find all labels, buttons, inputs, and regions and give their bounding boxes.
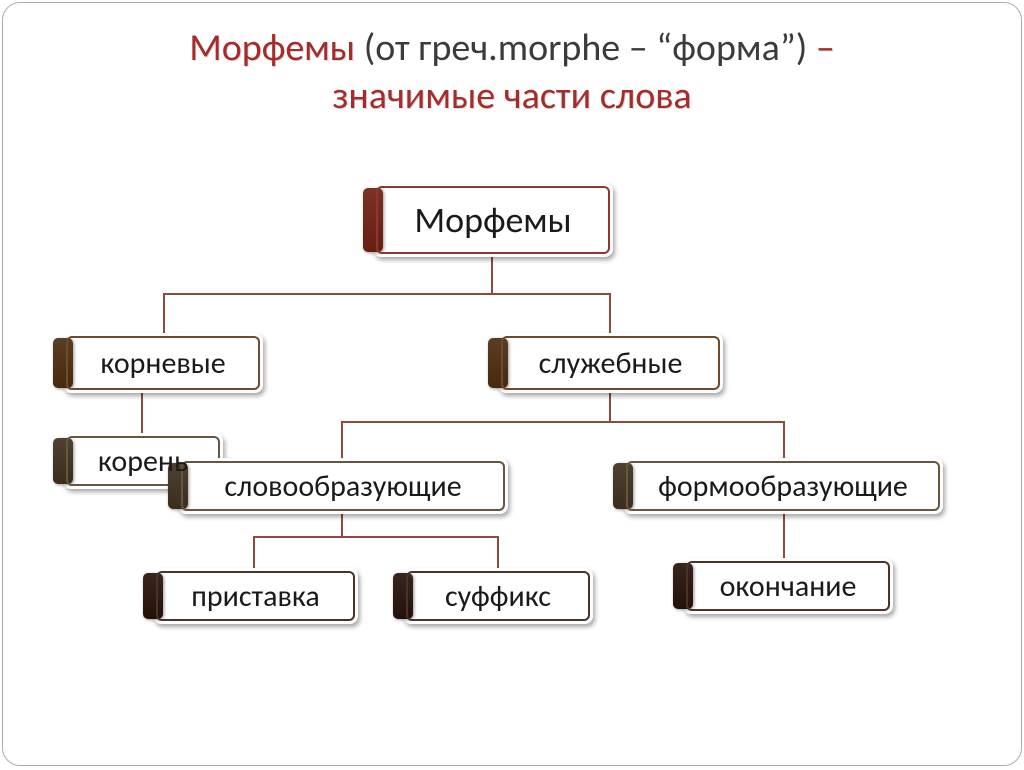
title-etymology: (от греч.morphe – “форма”) xyxy=(355,25,816,71)
node-label: Морфемы xyxy=(414,198,571,242)
slide-title: Морфемы (от греч.morphe – “форма”) – зна… xyxy=(3,25,1021,120)
node-n2: служебные xyxy=(498,333,723,393)
node-root: Морфемы xyxy=(373,183,613,257)
connector-line xyxy=(609,293,611,333)
node-n1: корневые xyxy=(63,333,263,393)
node-label: служебные xyxy=(539,345,683,382)
connector-line xyxy=(609,393,611,423)
connector-line xyxy=(341,421,785,423)
node-label: приставка xyxy=(191,578,319,615)
node-l_pri: приставка xyxy=(153,568,358,624)
title-keyword-1: Морфемы xyxy=(189,25,355,71)
connector-line xyxy=(783,514,785,558)
connector-line xyxy=(253,536,255,568)
node-n2a: словообразующие xyxy=(178,458,508,514)
title-line2: значимые части слова xyxy=(332,73,691,119)
connector-line xyxy=(491,257,493,295)
node-n2b: формообразующие xyxy=(623,458,943,514)
connector-line xyxy=(163,293,611,295)
node-l_suf: суффикс xyxy=(403,568,593,624)
node-label: корневые xyxy=(100,345,225,382)
connector-line xyxy=(341,421,343,458)
connector-line xyxy=(253,536,499,538)
connector-line xyxy=(783,421,785,458)
title-dash: – xyxy=(816,25,835,71)
node-label: словообразующие xyxy=(224,468,461,505)
connector-line xyxy=(341,514,343,538)
connector-line xyxy=(497,536,499,568)
node-label: формообразующие xyxy=(658,468,908,505)
node-label: окончание xyxy=(720,568,857,605)
connector-line xyxy=(141,393,143,433)
node-l_end: окончание xyxy=(683,558,893,614)
node-label: корень xyxy=(98,443,188,480)
connector-line xyxy=(163,293,165,333)
node-label: суффикс xyxy=(445,578,551,615)
